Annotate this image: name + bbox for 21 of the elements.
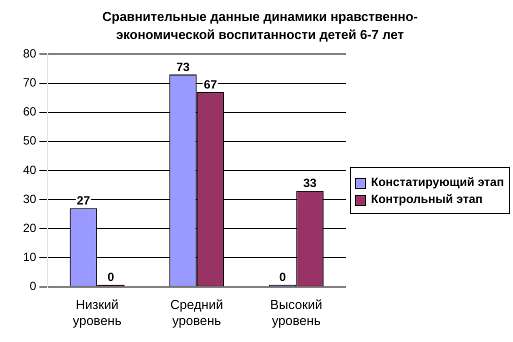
y-tick-label: 70 bbox=[22, 76, 37, 90]
x-tick-label: Низкий уровень bbox=[72, 297, 122, 328]
legend-label: Контрольный этап bbox=[371, 192, 483, 206]
y-tick-label: 80 bbox=[22, 46, 37, 61]
data-label: 67 bbox=[204, 77, 218, 92]
chart-title: Сравнительные данные динамики нравственно-экономической воспитанности детей 6-7 лет bbox=[101, 8, 419, 44]
x-tick-label: Средний уровень bbox=[170, 297, 224, 328]
y-tick-label: 20 bbox=[22, 220, 37, 235]
y-tick-label: 40 bbox=[22, 162, 37, 177]
x-tick-label: Высокий уровень bbox=[270, 297, 322, 328]
data-label: 33 bbox=[303, 176, 317, 190]
data-label: 73 bbox=[176, 60, 190, 74]
legend-label: Констатирующий этап bbox=[371, 174, 504, 188]
data-label: 0 bbox=[279, 270, 286, 284]
y-tick-label: 0 bbox=[30, 279, 37, 294]
data-label: 0 bbox=[107, 270, 114, 284]
y-tick-label: 50 bbox=[22, 134, 37, 148]
y-tick-label: 10 bbox=[22, 250, 37, 264]
data-label: 27 bbox=[76, 194, 90, 208]
y-tick-label: 60 bbox=[22, 104, 37, 119]
y-tick-label: 30 bbox=[22, 192, 37, 206]
